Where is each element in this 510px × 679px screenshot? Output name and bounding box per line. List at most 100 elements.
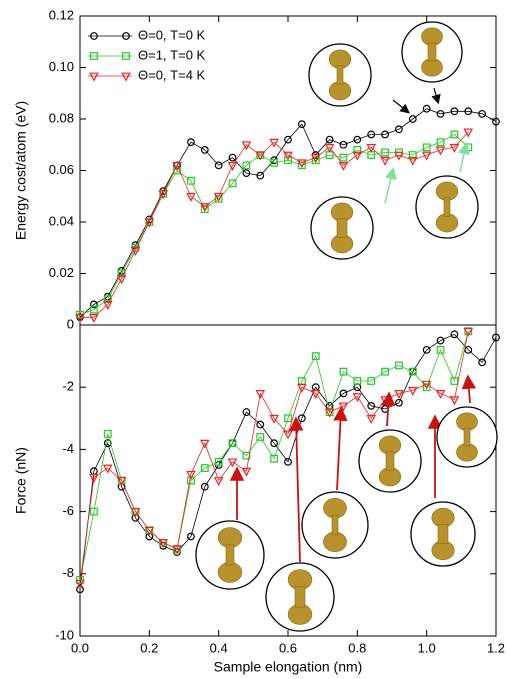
marker [242,408,251,416]
nanowire [378,435,402,487]
wire-neck [336,65,344,85]
y-tick-label: -8 [62,565,74,580]
marker [130,508,141,518]
marker [339,389,348,398]
marker [121,72,131,82]
marker [187,532,195,541]
arrow [381,391,396,427]
marker [270,454,279,463]
marker [199,439,210,449]
y-tick-label: -2 [62,379,74,394]
marker [199,203,210,213]
marker [338,161,349,171]
marker [172,161,182,171]
marker [436,138,445,147]
marker [241,467,252,477]
marker [227,161,238,171]
marker [407,386,418,396]
marker [353,135,362,144]
marker [172,545,182,555]
marker [256,420,265,429]
marker [256,433,265,441]
y-tick-label: 0.04 [49,213,74,228]
marker [366,414,377,424]
marker [325,135,334,144]
marker [422,104,431,113]
marker [187,176,195,185]
marker [449,396,460,406]
marker [394,151,404,161]
marker [435,390,446,399]
marker [213,192,224,202]
insets [195,21,498,632]
marker [200,464,209,472]
marker [310,390,321,399]
marker [407,156,418,166]
y-tick-label: 0 [67,316,74,331]
legend: Θ=0, T=0 K Θ=1, T=0 K Θ=0, T=4 K [88,27,206,82]
marker [228,153,237,162]
marker [353,377,362,385]
y-tick-label: 0.08 [49,110,74,125]
marker [352,393,363,403]
marker [130,246,141,256]
y-tick-label: -10 [55,627,74,642]
wire-neck [385,451,395,471]
marker [435,146,446,156]
marker [270,439,279,448]
marker [200,205,209,214]
marker [284,156,292,165]
marker [297,120,306,129]
arrow [333,406,348,491]
marker [421,380,432,390]
marker [464,107,473,116]
series [75,327,474,589]
marker [89,473,99,483]
marker [478,109,487,118]
marker [200,145,209,154]
marker [116,275,127,285]
x-tick-label: 1.0 [418,640,436,655]
marker [394,390,404,399]
nanowire [456,412,478,462]
nanowire [435,181,459,233]
marker [187,138,195,147]
wire-neck [463,427,471,447]
marker [381,367,389,376]
wire-neck [443,197,451,217]
marker [478,358,487,367]
marker [339,140,348,149]
marker [122,52,130,60]
marker [158,190,169,200]
x-tick-label: 1.2 [487,640,505,655]
series-line [80,131,469,318]
marker [367,377,376,385]
plot-area: 0 0.02 0.04 0.06 0.08 0.10 0.12 Energy cost/ato… [13,7,505,674]
marker [450,377,459,385]
marker [297,161,306,170]
marker [436,336,445,345]
y-axis-label: Force (nN) [13,447,29,514]
wire-neck [294,586,306,608]
legend-label: Θ=1, T=0 K [138,47,206,62]
marker [366,143,377,153]
marker [436,109,445,118]
marker [228,439,237,448]
wire-neck [225,544,235,566]
marker [422,143,431,152]
marker [422,345,431,354]
x-tick-label: 0.8 [348,640,366,655]
series-line [79,331,469,584]
marker [492,117,500,126]
marker [395,125,403,134]
y-tick-label: 0.12 [49,7,74,22]
x-axis-label: Sample elongation (nm) [214,659,363,675]
marker [492,333,500,342]
marker [421,151,432,161]
marker [367,401,376,410]
marker [103,429,112,438]
marker [284,457,292,466]
wire-neck [437,524,449,544]
marker [103,439,112,448]
marker [89,72,99,82]
